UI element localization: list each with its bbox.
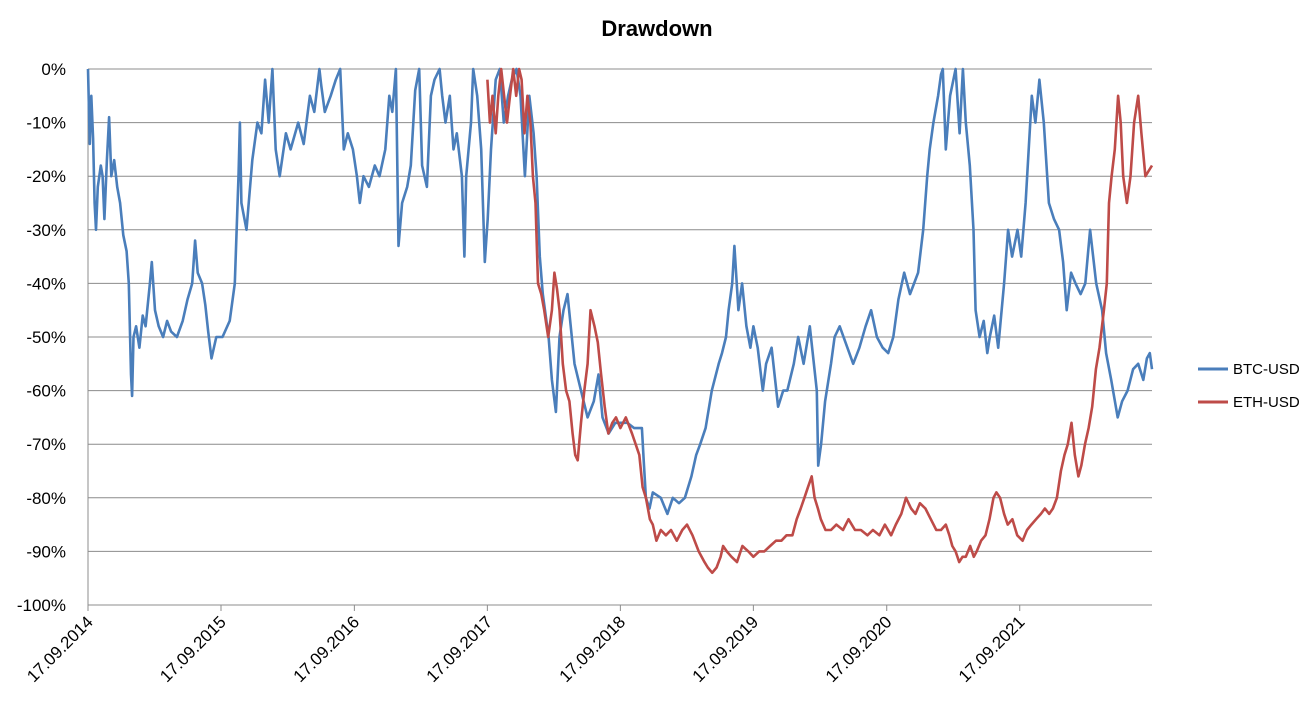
chart-title: Drawdown: [601, 16, 712, 41]
y-tick-label: -50%: [26, 328, 66, 347]
y-tick-label: 0%: [41, 60, 66, 79]
y-tick-label: -90%: [26, 542, 66, 561]
series-lines: [86, 67, 1154, 575]
legend-label-btc-usd: BTC-USD: [1233, 361, 1300, 378]
y-tick-label: -70%: [26, 435, 66, 454]
y-tick-label: -80%: [26, 489, 66, 508]
x-tick-label: 17.09.2014: [23, 612, 97, 686]
x-tick-label: 17.09.2016: [290, 612, 364, 686]
y-tick-label: -30%: [26, 221, 66, 240]
y-tick-label: -10%: [26, 114, 66, 133]
grid-lines: [88, 68, 1152, 606]
legend: BTC-USD ETH-USD: [1198, 361, 1300, 411]
x-tick-label: 17.09.2020: [822, 612, 896, 686]
x-tick-label: 17.09.2018: [556, 612, 630, 686]
x-tick-label: 17.09.2019: [689, 612, 763, 686]
y-tick-label: -60%: [26, 382, 66, 401]
legend-label-eth-usd: ETH-USD: [1233, 394, 1300, 411]
series-line-eth-usd: [486, 67, 1154, 575]
y-tick-label: -20%: [26, 167, 66, 186]
x-tick-label: 17.09.2017: [423, 612, 497, 686]
x-tick-label: 17.09.2015: [156, 612, 230, 686]
y-tick-label: -100%: [17, 596, 66, 615]
y-tick-label: -40%: [26, 274, 66, 293]
x-tick-label: 17.09.2021: [955, 612, 1029, 686]
series-line-btc-usd: [86, 67, 1154, 516]
